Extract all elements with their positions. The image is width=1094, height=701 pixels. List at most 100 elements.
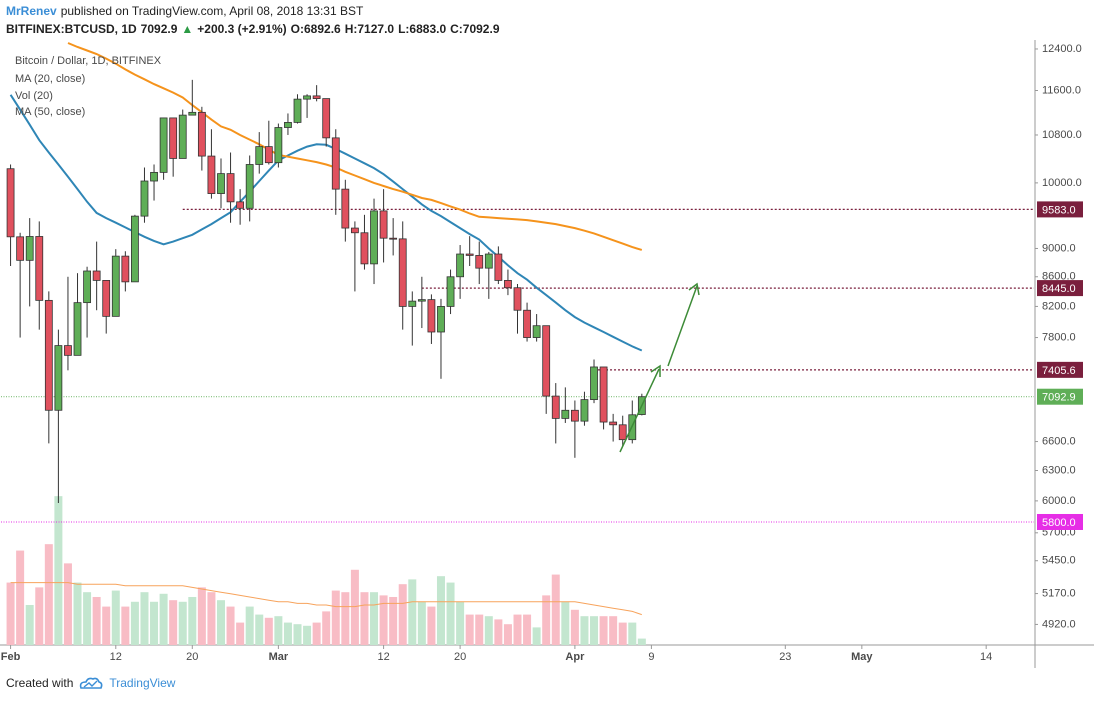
volume-bar bbox=[542, 595, 551, 645]
candle-body bbox=[159, 117, 168, 173]
volume-bar bbox=[341, 592, 350, 645]
candle-body bbox=[484, 253, 493, 269]
candle-body bbox=[542, 325, 551, 397]
arrow-head bbox=[650, 364, 661, 377]
candle-body bbox=[284, 122, 292, 128]
candle-body bbox=[370, 210, 378, 265]
candle-body bbox=[350, 227, 359, 234]
candle-body bbox=[16, 236, 25, 261]
candle-body bbox=[322, 98, 331, 139]
volume-bar bbox=[561, 601, 570, 645]
candle-body bbox=[408, 300, 417, 307]
y-tick-label: 10800.0 bbox=[1042, 129, 1082, 141]
volume-bar bbox=[130, 601, 139, 645]
candle-body bbox=[523, 309, 531, 338]
volume-bar bbox=[140, 592, 149, 645]
volume-bar bbox=[63, 563, 72, 645]
y-tick-label: 5450.0 bbox=[1042, 555, 1076, 567]
volume-bar bbox=[580, 616, 589, 645]
candle-body bbox=[561, 409, 570, 419]
y-tick-label: 6300.0 bbox=[1042, 464, 1076, 476]
candle-body bbox=[398, 238, 407, 307]
legend-title: Bitcoin / Dollar, 1D, BITFINEX bbox=[15, 55, 162, 67]
volume-bar bbox=[178, 601, 187, 645]
volume-bar bbox=[331, 590, 340, 645]
candle-body bbox=[178, 114, 187, 159]
candle-body bbox=[465, 253, 474, 256]
volume-bar bbox=[73, 582, 82, 645]
candle-body bbox=[150, 171, 158, 182]
candle-body bbox=[255, 146, 264, 165]
volume-bar bbox=[398, 584, 407, 645]
volume-bar bbox=[379, 595, 388, 645]
candle-body bbox=[609, 421, 618, 426]
candle-body bbox=[35, 236, 44, 301]
x-tick-label: Feb bbox=[1, 651, 21, 663]
volume-bar bbox=[523, 614, 532, 645]
moving-average bbox=[67, 42, 643, 251]
brand[interactable]: TradingView bbox=[109, 676, 176, 690]
volume-bar bbox=[427, 606, 436, 645]
candle-body bbox=[590, 366, 598, 401]
legend-entry: Vol (20) bbox=[15, 90, 53, 102]
volume-bar bbox=[322, 611, 331, 645]
candle-body bbox=[131, 215, 139, 283]
low: L:6883.0 bbox=[398, 22, 447, 36]
volume-bar bbox=[446, 582, 455, 645]
volume-bar bbox=[465, 614, 474, 645]
change: +200.3 (+2.91%) bbox=[197, 22, 287, 36]
x-tick-label: 14 bbox=[980, 651, 992, 663]
candle-body bbox=[217, 173, 225, 194]
volume-bar bbox=[599, 616, 608, 645]
candle-body bbox=[274, 127, 283, 164]
y-tick-label: 9000.0 bbox=[1042, 242, 1076, 254]
volume-bar bbox=[245, 606, 254, 645]
volume-bar bbox=[456, 601, 465, 645]
candle-body bbox=[494, 253, 503, 281]
volume-bar bbox=[532, 627, 541, 645]
y-tick-label: 6600.0 bbox=[1042, 435, 1076, 447]
arrow bbox=[619, 368, 660, 453]
volume-bar bbox=[102, 606, 111, 645]
chart: 12400.0 11600.0 10800.0 10000.0 9000.0 8600.0… bbox=[0, 40, 1094, 668]
volume-bar bbox=[197, 587, 206, 645]
volume-bar bbox=[92, 596, 101, 645]
candle-body bbox=[264, 146, 273, 164]
last-price: 7092.9 bbox=[140, 22, 178, 36]
y-tick-label: 8200.0 bbox=[1042, 300, 1076, 312]
symbol: BITFINEX:BTCUSD, 1D bbox=[6, 22, 137, 36]
candle-body bbox=[341, 188, 350, 229]
candle-body bbox=[44, 299, 53, 411]
created-with: Created with bbox=[6, 676, 74, 690]
volume-bar bbox=[370, 592, 379, 645]
candle-body bbox=[427, 299, 436, 333]
author[interactable]: MrRenev bbox=[6, 4, 57, 18]
candle-body bbox=[331, 137, 340, 190]
y-tick-label: 5170.0 bbox=[1042, 587, 1076, 599]
volume-bar bbox=[255, 614, 264, 645]
y-tick-label: 8600.0 bbox=[1042, 271, 1076, 283]
candle-body bbox=[245, 164, 254, 209]
volume-bar bbox=[389, 596, 398, 645]
volume-bar bbox=[618, 622, 627, 645]
volume-bar bbox=[408, 579, 417, 645]
volume-bar bbox=[6, 582, 15, 645]
candle-body bbox=[551, 395, 560, 419]
x-tick-label: 12 bbox=[110, 651, 122, 663]
candle-body bbox=[456, 253, 465, 278]
volume-bar bbox=[350, 569, 359, 645]
candle-body bbox=[389, 237, 398, 240]
volume-bar bbox=[274, 616, 283, 645]
candle-body bbox=[121, 255, 130, 283]
volume-bar bbox=[159, 593, 168, 645]
candle-body bbox=[417, 299, 426, 302]
candle-body bbox=[92, 270, 101, 281]
candle-body bbox=[475, 255, 484, 269]
volume-bar bbox=[188, 596, 197, 645]
volume-bar bbox=[590, 616, 599, 645]
candle-body bbox=[532, 325, 541, 338]
candle-body bbox=[207, 155, 216, 194]
candle-body bbox=[303, 95, 311, 100]
y-tick-label: 12400.0 bbox=[1042, 43, 1082, 55]
volume-bar bbox=[35, 587, 44, 645]
